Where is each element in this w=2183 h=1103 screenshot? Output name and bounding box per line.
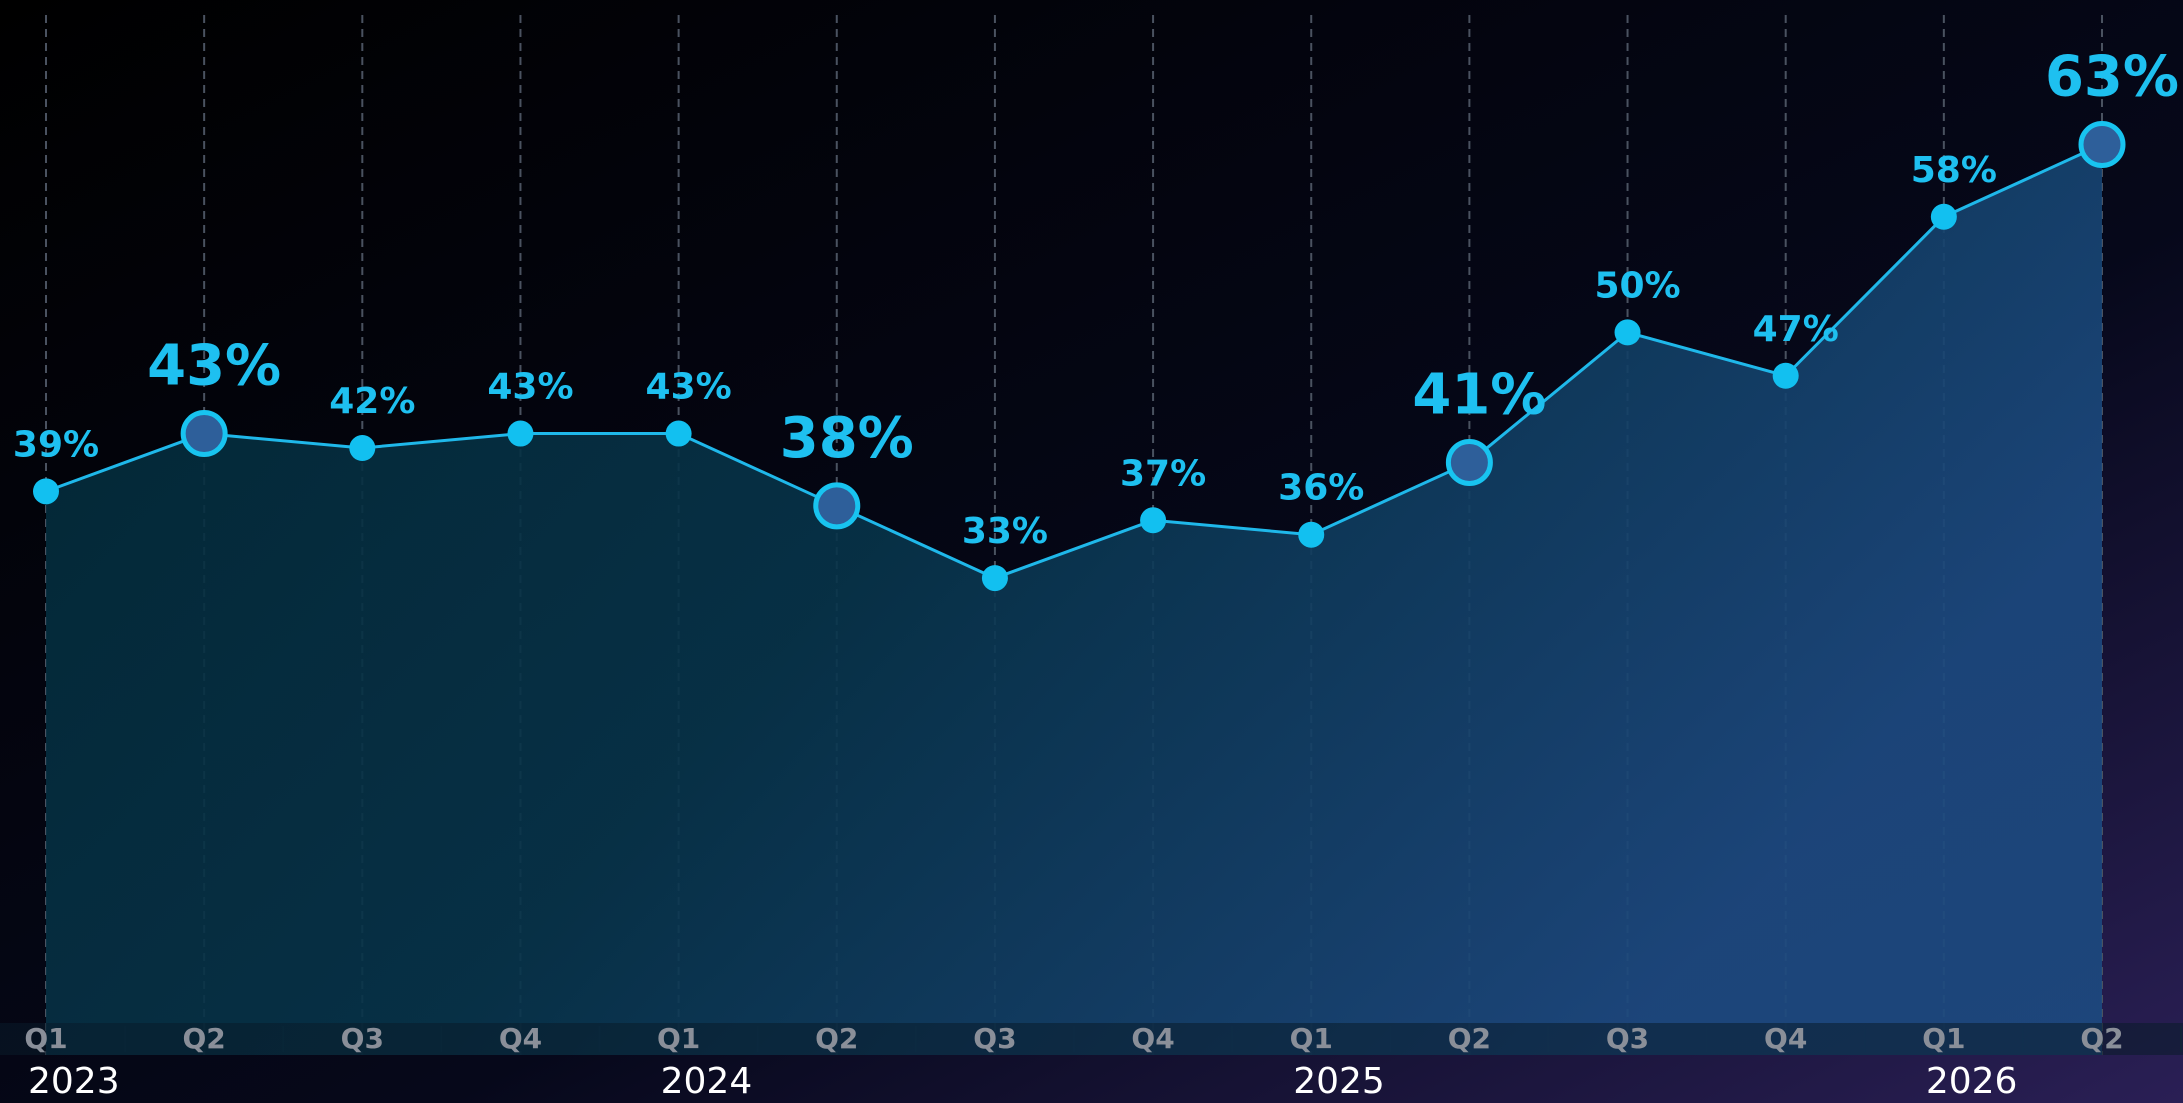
data-label: 42% — [329, 381, 415, 422]
highlight-point — [2078, 121, 2126, 169]
x-tick-label: Q1 — [657, 1022, 700, 1055]
data-label: 36% — [1278, 468, 1364, 509]
highlight-point — [1445, 438, 1493, 486]
data-label: 50% — [1594, 265, 1680, 306]
point — [349, 435, 376, 462]
area — [46, 144, 2102, 1055]
data-label: 43% — [487, 367, 573, 408]
data-label: 33% — [962, 511, 1048, 552]
point — [1140, 507, 1167, 534]
x-tick-label: Q2 — [1448, 1022, 1491, 1055]
data-label: 58% — [1911, 150, 1997, 191]
point — [33, 478, 59, 505]
data-label: 41% — [1412, 363, 1546, 428]
year-label: 2026 — [1926, 1061, 2018, 1102]
highlight-point — [180, 410, 228, 458]
x-tick-label: Q2 — [183, 1022, 226, 1055]
data-label: 43% — [646, 367, 732, 408]
data-label: 39% — [13, 424, 99, 465]
x-tick-label: Q4 — [1131, 1022, 1174, 1055]
point — [1298, 521, 1325, 548]
year-label: 2024 — [661, 1061, 753, 1102]
axis-band — [0, 1023, 2183, 1055]
x-tick-label: Q1 — [1290, 1022, 1333, 1055]
point — [665, 420, 692, 447]
x-tick-label: Q2 — [2080, 1022, 2123, 1055]
point — [1930, 203, 1957, 230]
data-label: 47% — [1753, 309, 1839, 350]
point — [1614, 319, 1641, 346]
line — [45, 143, 2103, 580]
x-tick-label: Q3 — [341, 1022, 384, 1055]
x-tick-label: Q4 — [499, 1022, 542, 1055]
point — [1772, 362, 1799, 389]
data-label: 63% — [2045, 45, 2179, 110]
x-tick-label: Q4 — [1764, 1022, 1807, 1055]
year-label: 2025 — [1293, 1061, 1385, 1102]
marks: 39% 43% 42% 43% 43% 38% 33% 37% 36% 41% 50% 47% 58% 6… — [13, 45, 2179, 1102]
highlight-point — [813, 482, 861, 530]
x-tick-label: Q3 — [1606, 1022, 1649, 1055]
area-layer — [46, 144, 2102, 1055]
data-label: 37% — [1120, 453, 1206, 494]
x-tick-label: Q1 — [24, 1022, 67, 1055]
data-label: 38% — [780, 406, 914, 471]
year-label: 2023 — [28, 1061, 120, 1102]
x-tick-label: Q2 — [815, 1022, 858, 1055]
data-label: 43% — [147, 334, 281, 399]
x-tick-label: Q1 — [1922, 1022, 1965, 1055]
x-tick-label: Q3 — [973, 1022, 1016, 1055]
point — [981, 565, 1008, 592]
point — [507, 420, 534, 447]
